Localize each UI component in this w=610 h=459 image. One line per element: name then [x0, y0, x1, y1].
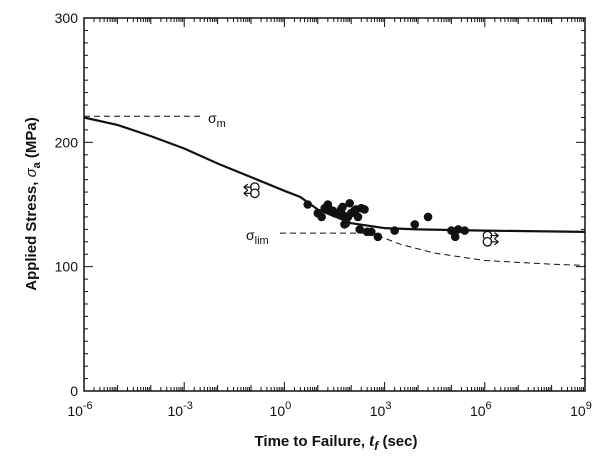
- runout-arrow: [243, 183, 252, 191]
- x-tick-label: 10-3: [168, 400, 193, 419]
- failure-data-point: [338, 202, 347, 212]
- failure-data-point: [353, 212, 363, 222]
- failure-data-point: [317, 212, 326, 222]
- runout-arrow: [490, 232, 499, 240]
- axis-ticks: [83, 17, 585, 392]
- x-tick-label: 103: [370, 400, 392, 419]
- tick-labels-layer: 10-6 10-3 100 103 106 109 0 100 200 300: [55, 10, 592, 419]
- failure-data-point: [453, 225, 463, 234]
- failure-data-point: [303, 200, 313, 209]
- failure-data-point: [360, 205, 369, 214]
- failure-data-point: [447, 226, 456, 235]
- runout-arrow: [490, 238, 499, 246]
- failure-data-point: [345, 198, 354, 208]
- x-tick-label: 106: [470, 400, 492, 419]
- x-tick-label: 109: [570, 400, 592, 419]
- failure-data-point: [367, 227, 376, 237]
- runout-data-point: [482, 236, 493, 247]
- failure-data-point: [423, 212, 433, 222]
- y-axis-title: Applied Stress, σa (MPa): [23, 117, 43, 291]
- x-tick-label: 10-6: [67, 400, 92, 419]
- y-tick-label: 100: [55, 259, 79, 275]
- sigma-lim-annotation: σlim: [246, 227, 269, 247]
- runout-data-point: [249, 188, 260, 199]
- curves-layer: [83, 115, 586, 266]
- failure-data-point: [390, 226, 399, 235]
- x-axis-title: Time to Failure, tf (sec): [255, 430, 418, 453]
- lower-bound-curve: [367, 231, 586, 266]
- runout-arrow: [243, 189, 252, 197]
- y-tick-label: 0: [70, 383, 78, 399]
- y-tick-label: 200: [55, 134, 79, 150]
- failure-data-point: [355, 225, 365, 234]
- data-points-layer: [243, 182, 499, 247]
- plot-frame: [83, 17, 586, 392]
- y-tick-label: 300: [55, 10, 79, 26]
- failure-data-point: [460, 226, 469, 235]
- fitted-curve: [83, 116, 586, 233]
- failure-data-point: [373, 232, 383, 242]
- failure-data-point: [410, 220, 420, 229]
- failure-data-point: [450, 232, 460, 242]
- x-tick-label: 100: [270, 400, 292, 419]
- sigma-m-annotation: σm: [208, 110, 226, 130]
